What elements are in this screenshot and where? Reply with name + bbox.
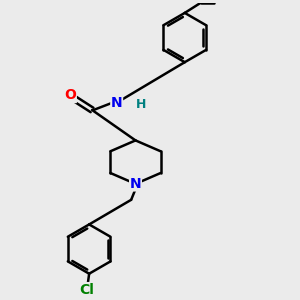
- Text: Cl: Cl: [79, 283, 94, 297]
- Text: N: N: [130, 177, 141, 191]
- Text: O: O: [64, 88, 76, 103]
- Text: H: H: [136, 98, 146, 111]
- Text: N: N: [111, 96, 122, 110]
